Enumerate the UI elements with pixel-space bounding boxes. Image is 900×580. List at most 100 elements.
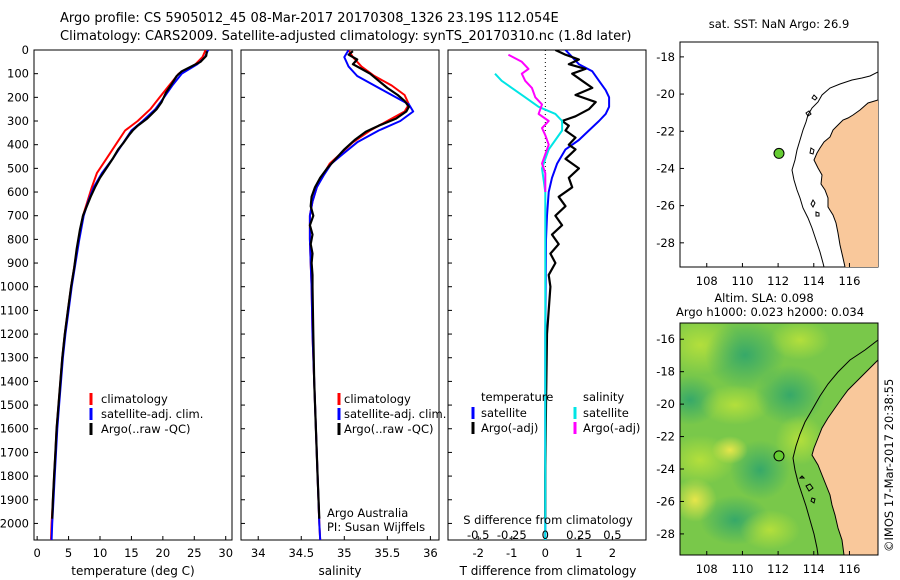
- depth-tick-label: 600: [7, 185, 29, 199]
- sla-map-coastline: [811, 359, 878, 555]
- x-tick-label: 35.5: [375, 546, 401, 560]
- sst-map-axes: 108 110 112 114 116 -18 -20 -22 -24 -26 -28: [656, 50, 860, 288]
- salinity-plot-frame: [240, 49, 440, 541]
- difference-plot-frame: [447, 49, 647, 541]
- legend-label-climatology: climatology: [101, 392, 168, 406]
- x-tick-label: 30: [218, 546, 233, 560]
- legend-label-argo: Argo(..raw -QC): [101, 422, 191, 436]
- sst-map-islands: [805, 94, 820, 217]
- sla-map-bathymetry: [792, 339, 878, 555]
- legend-label-s-argo: Argo(-adj): [583, 421, 640, 435]
- depth-tick-label: 1200: [0, 327, 29, 341]
- legend-label-t-satellite: satellite: [481, 406, 527, 420]
- t-difference-label: T difference from climatology: [459, 564, 637, 578]
- depth-tick-label: 1900: [0, 493, 29, 507]
- salinity-depth-ticks: [241, 49, 245, 524]
- map-y-tick-label: -28: [656, 236, 675, 250]
- map-x-tick-label: 108: [696, 562, 718, 576]
- map-y-tick-label: -22: [656, 124, 675, 138]
- series-line-salinity-satellite: [494, 73, 564, 540]
- sst-map-argo-marker: [773, 147, 785, 159]
- map-x-tick-label: 112: [767, 562, 789, 576]
- sst-map-panel: sat. SST: NaN Argo: 26.9 108 110 112 114 116…: [656, 17, 879, 288]
- map-y-tick-label: -26: [656, 494, 675, 508]
- map-y-tick-label: -16: [656, 332, 675, 346]
- series-line-temperature-argo-adj-: [544, 50, 597, 519]
- legend-title-temperature: temperature: [481, 390, 553, 404]
- legend-label-t-argo: Argo(-adj): [481, 421, 538, 435]
- depth-tick-label: 800: [7, 232, 29, 246]
- s-difference-tick-labels: -0.5 -0.25 0 0.25 0.5: [467, 528, 622, 542]
- legend-label-argo: Argo(..raw -QC): [344, 422, 434, 436]
- depth-tick-label: 400: [7, 138, 29, 152]
- depth-tick-label: 900: [7, 256, 29, 270]
- sla-map-argo-marker: [773, 450, 785, 462]
- x-tick-label: 5: [65, 546, 72, 560]
- map-x-tick-label: 108: [696, 274, 718, 288]
- depth-tick-label: 2000: [0, 516, 29, 530]
- x-tick-label: 36: [423, 546, 438, 560]
- sla-map-land: [812, 360, 878, 555]
- map-y-tick-label: -24: [656, 462, 675, 476]
- x-tick-label: 0: [542, 546, 549, 560]
- sst-map-bathymetry: [791, 71, 878, 267]
- s-diff-tick-label: 0.5: [603, 528, 621, 542]
- sst-map-coastline: [813, 99, 878, 267]
- legend-label-satellite: satellite-adj. clim.: [344, 407, 446, 421]
- legend-label-climatology: climatology: [344, 392, 411, 406]
- s-difference-label: S difference from climatology: [463, 513, 633, 527]
- x-tick-label: 34.5: [288, 546, 314, 560]
- x-tick-label: -1: [506, 546, 517, 560]
- temperature-legend: climatology satellite-adj. clim. Argo(..…: [89, 392, 203, 436]
- temperature-panel: 0100200300400500600700800900100011001200…: [0, 43, 233, 578]
- climatology-subtitle: Climatology: CARS2009. Satellite-adjuste…: [60, 29, 632, 44]
- x-tick-label: 10: [93, 546, 108, 560]
- depth-tick-label: 0: [22, 43, 29, 57]
- series-line-argo-raw-qc-: [308, 50, 410, 519]
- depth-tick-label: 1700: [0, 445, 29, 459]
- x-tick-label: 35: [337, 546, 352, 560]
- map-x-tick-label: 116: [838, 274, 860, 288]
- series-line-argo-raw-qc-: [51, 51, 208, 519]
- x-tick-label: 1: [575, 546, 582, 560]
- map-y-tick-label: -18: [656, 50, 675, 64]
- map-y-tick-label: -22: [656, 430, 675, 444]
- sst-map-land: [814, 100, 878, 267]
- salinity-panel: 34 34.5 35 35.5 36 climatology satellite-adj…: [240, 49, 446, 578]
- imos-credit: ©IMOS 17-Mar-2017 20:38:55: [882, 379, 896, 552]
- depth-tick-label: 1800: [0, 469, 29, 483]
- depth-tick-label: 700: [7, 209, 29, 223]
- argo-australia-label: Argo Australia: [327, 506, 408, 520]
- depth-tick-label: 1100: [0, 303, 29, 317]
- sla-map-frame: [679, 322, 879, 556]
- x-tick-label: 0: [33, 546, 40, 560]
- map-y-tick-label: -26: [656, 199, 675, 213]
- x-tick-label: 2: [609, 546, 616, 560]
- sla-map-islands: [798, 475, 816, 504]
- s-diff-tick-label: 0: [542, 528, 549, 542]
- depth-tick-label: 1600: [0, 422, 29, 436]
- depth-tick-label: 500: [7, 161, 29, 175]
- sst-map-title: sat. SST: NaN Argo: 26.9: [709, 17, 850, 31]
- difference-panel: -2 -1 0 1 2 temperature salinity satellite s…: [447, 49, 647, 578]
- depth-tick-label: 1000: [0, 280, 29, 294]
- sla-map-title-2: Argo h1000: 0.023 h2000: 0.034: [676, 305, 864, 319]
- map-x-tick-label: 114: [803, 562, 825, 576]
- map-y-tick-label: -28: [656, 527, 675, 541]
- depth-tick-label: 1400: [0, 374, 29, 388]
- difference-legend: temperature salinity satellite satellite…: [471, 390, 640, 435]
- x-tick-label: 34: [251, 546, 266, 560]
- legend-label-satellite: satellite-adj. clim.: [101, 407, 203, 421]
- map-x-tick-label: 110: [731, 274, 753, 288]
- sla-map-panel: Altim. SLA: 0.098 Argo h1000: 0.023 h200…: [656, 291, 879, 576]
- depth-tick-label: 1300: [0, 351, 29, 365]
- legend-title-salinity: salinity: [583, 390, 624, 404]
- pi-label: PI: Susan Wijffels: [327, 520, 425, 534]
- map-x-tick-label: 116: [838, 562, 860, 576]
- s-diff-tick-label: -0.25: [497, 528, 527, 542]
- profile-title: Argo profile: CS 5905012_45 08-Mar-2017 …: [60, 11, 559, 26]
- salinity-x-axis: 34 34.5 35 35.5 36: [251, 536, 438, 560]
- temperature-x-label: temperature (deg C): [71, 564, 194, 578]
- sla-map-field: [680, 323, 878, 555]
- s-diff-tick-label: -0.5: [467, 528, 489, 542]
